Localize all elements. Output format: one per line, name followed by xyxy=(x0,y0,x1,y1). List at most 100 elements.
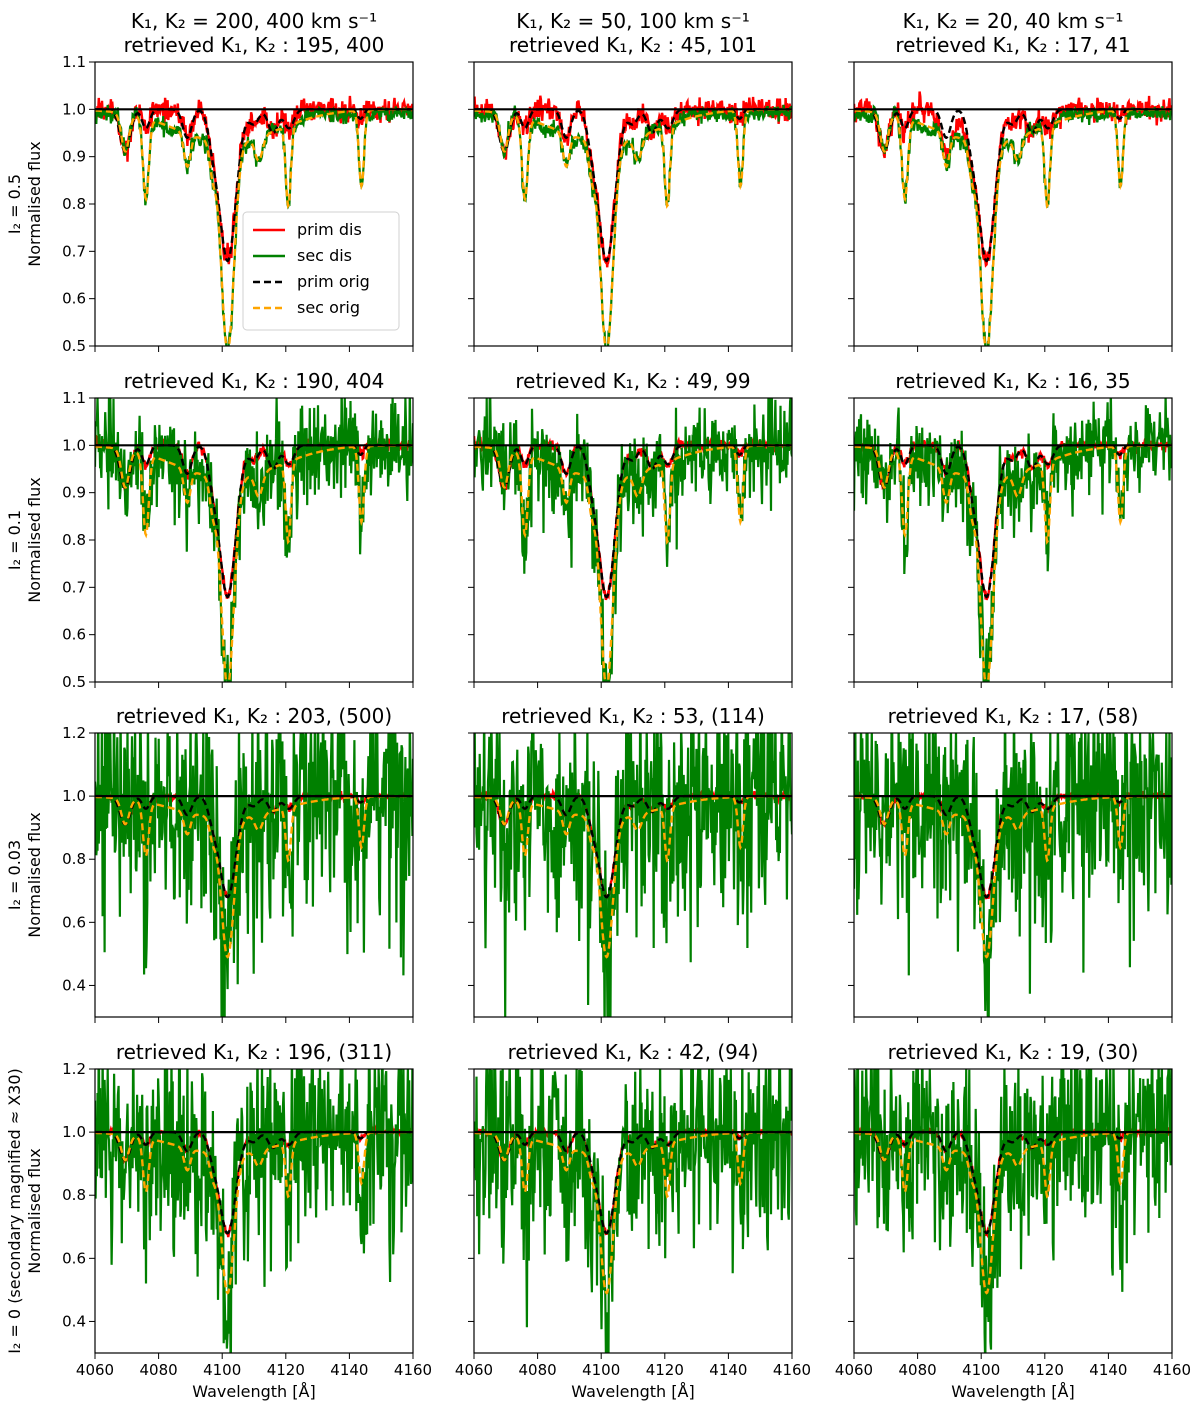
plot-area xyxy=(95,398,413,682)
plot-area xyxy=(95,95,413,346)
y-tick-label: 0.4 xyxy=(62,976,86,994)
row-ylabel-top: I₂ = 0.1 xyxy=(5,510,24,570)
series-sec-dis xyxy=(854,1069,1172,1353)
row-ylabel-top: I₂ = 0 (secondary magnified ≈ X30) xyxy=(5,1068,24,1354)
panel-retrieved-title: retrieved K₁, K₂ : 190, 404 xyxy=(124,369,385,393)
plot-area xyxy=(95,1069,413,1353)
legend-label: prim orig xyxy=(297,272,370,291)
series-sec-orig xyxy=(95,794,413,959)
series-prim-orig xyxy=(95,794,413,899)
panel-r3-c3: retrieved K₁, K₂ : 17, (58) xyxy=(848,704,1173,1023)
y-tick-label: 0.8 xyxy=(62,850,86,868)
x-tick-label: 4100 xyxy=(203,1361,241,1379)
legend-label: sec orig xyxy=(297,298,360,317)
panel-retrieved-title: retrieved K₁, K₂ : 42, (94) xyxy=(508,1040,759,1064)
plot-area xyxy=(854,1069,1172,1353)
y-tick-label: 1.2 xyxy=(62,724,86,742)
series-prim-orig xyxy=(95,1130,413,1235)
x-tick-label: 4080 xyxy=(140,1361,178,1379)
series-prim-orig xyxy=(474,794,792,899)
plot-area xyxy=(474,95,792,346)
panel-r3-c1: 0.4 0.6 0.8 1.0 1.2 retrieved K₁, K₂ : 203, (… xyxy=(62,704,414,1023)
legend-label: prim dis xyxy=(297,220,362,239)
y-tick-label: 0.6 xyxy=(62,626,86,644)
series-sec-dis xyxy=(95,1069,413,1353)
series-sec-orig xyxy=(854,108,1172,346)
series-prim-orig xyxy=(474,108,792,263)
panel-frame xyxy=(94,732,414,1018)
y-tick-label: 0.9 xyxy=(62,148,86,166)
y-tick-label: 1.0 xyxy=(62,787,86,805)
y-tick-label: 1.1 xyxy=(62,53,86,71)
series-sec-dis xyxy=(474,1069,792,1353)
series-prim-dis xyxy=(95,95,413,265)
legend-label: sec dis xyxy=(297,246,352,265)
panel-retrieved-title: retrieved K₁, K₂ : 196, (311) xyxy=(116,1040,392,1064)
panel-r3-c2: retrieved K₁, K₂ : 53, (114) xyxy=(468,704,793,1023)
y-tick-label: 0.5 xyxy=(62,673,86,691)
row-ylabel: Normalised flux xyxy=(25,141,44,266)
row-ylabel: Normalised flux xyxy=(25,477,44,602)
y-tick-label: 0.8 xyxy=(62,195,86,213)
plot-area xyxy=(474,733,792,1017)
panel-title: K₁, K₂ = 50, 100 km s⁻¹ xyxy=(516,9,750,33)
plot-area xyxy=(854,91,1172,346)
series-sec-orig xyxy=(474,444,792,682)
series-sec-dis xyxy=(474,398,792,682)
plot-area xyxy=(854,733,1172,1017)
series-sec-orig xyxy=(95,1130,413,1295)
x-axis-label: Wavelength [Å] xyxy=(192,1382,315,1401)
x-tick-label: 4060 xyxy=(835,1361,873,1379)
row-ylabel-top: I₂ = 0.5 xyxy=(5,174,24,234)
row-ylabel: Normalised flux xyxy=(25,812,44,937)
series-sec-dis xyxy=(854,398,1172,682)
x-tick-label: 4120 xyxy=(646,1361,684,1379)
series-prim-orig xyxy=(854,1130,1172,1235)
panel-retrieved-title: retrieved K₁, K₂ : 53, (114) xyxy=(501,704,765,728)
panel-frame xyxy=(853,61,1173,347)
series-sec-orig xyxy=(474,794,792,959)
panel-retrieved-title: retrieved K₁, K₂ : 19, (30) xyxy=(888,1040,1139,1064)
series-prim-orig xyxy=(854,794,1172,899)
y-tick-label: 0.4 xyxy=(62,1312,86,1330)
y-tick-label: 1.1 xyxy=(62,389,86,407)
x-tick-label: 4100 xyxy=(962,1361,1000,1379)
row-ylabel-top: I₂ = 0.03 xyxy=(5,840,24,910)
panel-r2-c1: 0.5 0.6 0.7 0.8 0.9 1.0 1.1 retrieved K₁, K₂ : … xyxy=(62,369,414,691)
y-tick-label: 0.9 xyxy=(62,484,86,502)
x-tick-label: 4080 xyxy=(519,1361,557,1379)
y-tick-label: 1.2 xyxy=(62,1060,86,1078)
legend-box xyxy=(242,211,400,331)
series-sec-orig xyxy=(854,1130,1172,1295)
plot-area xyxy=(95,733,413,1017)
x-axis-label: Wavelength [Å] xyxy=(951,1382,1074,1401)
panel-frame xyxy=(473,1068,793,1354)
x-tick-label: 4160 xyxy=(1153,1361,1191,1379)
series-sec-dis xyxy=(854,733,1172,1017)
y-tick-label: 0.6 xyxy=(62,1249,86,1267)
series-sec-orig xyxy=(474,1130,792,1295)
series-prim-orig xyxy=(854,108,1172,263)
panel-frame xyxy=(853,397,1173,683)
series-prim-orig xyxy=(95,108,413,263)
plot-area xyxy=(854,398,1172,682)
series-prim-orig xyxy=(474,444,792,599)
x-tick-label: 4060 xyxy=(76,1361,114,1379)
x-tick-label: 4120 xyxy=(1026,1361,1064,1379)
y-tick-label: 0.6 xyxy=(62,290,86,308)
y-tick-label: 1.0 xyxy=(62,1123,86,1141)
x-axis-label: Wavelength [Å] xyxy=(571,1382,694,1401)
panel-title: K₁, K₂ = 200, 400 km s⁻¹ xyxy=(131,9,377,33)
panel-retrieved-title: retrieved K₁, K₂ : 17, 41 xyxy=(895,33,1130,57)
panel-frame xyxy=(853,1068,1173,1354)
row-ylabel: Normalised flux xyxy=(25,1148,44,1273)
x-tick-label: 4140 xyxy=(709,1361,747,1379)
x-tick-label: 4140 xyxy=(1089,1361,1127,1379)
panel-frame xyxy=(853,732,1173,1018)
panel-r4-c2: 4060 4080 4100 4120 4140 4160 retrieved K₁, K₂… xyxy=(455,1040,811,1379)
series-prim-orig xyxy=(474,1130,792,1235)
series-prim-orig xyxy=(95,444,413,599)
